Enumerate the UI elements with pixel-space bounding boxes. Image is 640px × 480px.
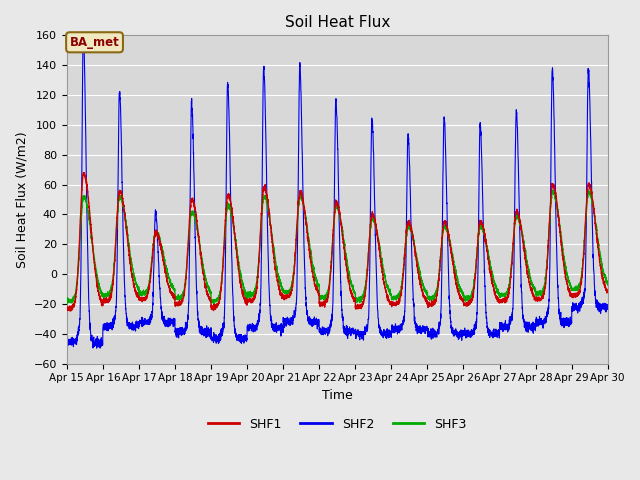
Text: BA_met: BA_met [70, 36, 120, 49]
Title: Soil Heat Flux: Soil Heat Flux [285, 15, 390, 30]
Legend: SHF1, SHF2, SHF3: SHF1, SHF2, SHF3 [203, 413, 472, 436]
Y-axis label: Soil Heat Flux (W/m2): Soil Heat Flux (W/m2) [15, 131, 28, 268]
X-axis label: Time: Time [322, 389, 353, 402]
